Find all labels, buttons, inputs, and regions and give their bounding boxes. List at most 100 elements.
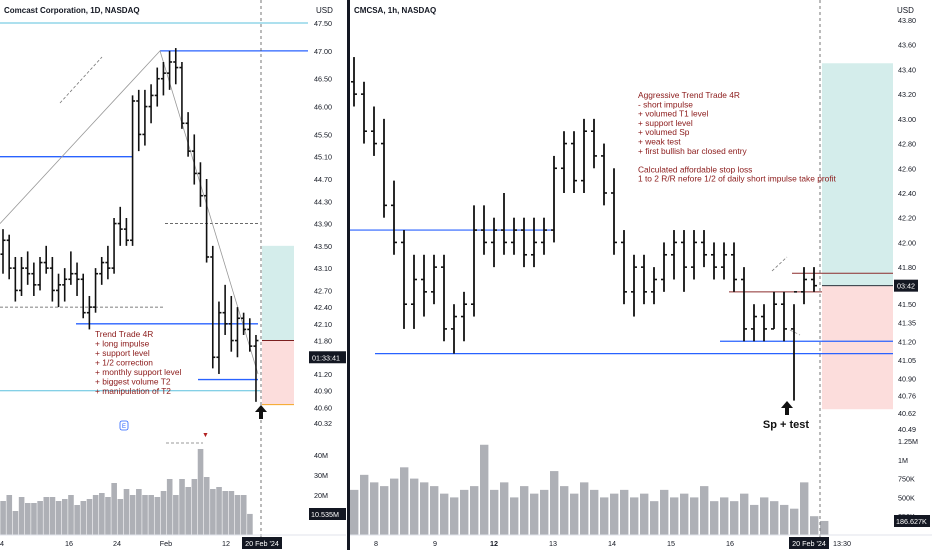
right-volume-bar: [400, 467, 409, 535]
left-ohlc-bar: [197, 162, 203, 207]
left-volume-bar: [49, 497, 56, 535]
right-volume-bar: [820, 520, 829, 535]
right-chart-title: CMCSA, 1h, NASDAQ: [354, 6, 436, 15]
right-volume-bar: [650, 501, 659, 535]
left-volume-bar: [203, 477, 210, 535]
left-date-tick: Feb: [160, 539, 172, 548]
left-volume-bar: [18, 497, 25, 535]
left-volume-bar: [6, 495, 13, 535]
right-price-tick: 41.35: [898, 319, 916, 328]
left-price-axis[interactable]: 47.50 47.00 46.50 46.00 45.50 45.10 44.70 44.30…: [309, 19, 346, 428]
left-date-badge-bg: [242, 537, 282, 549]
right-annotation-line: + weak test: [638, 137, 681, 147]
right-volume-bar: [490, 489, 499, 535]
left-date-tick: 4: [0, 539, 4, 548]
right-date-badge: 20 Feb '24: [792, 539, 826, 548]
left-ohlc-bar: [253, 334, 259, 402]
left-ohlc-bar: [185, 112, 191, 157]
left-annotation: Trend Trade 4R+ long impulse+ support le…: [95, 329, 181, 396]
right-date-tick: 13: [549, 539, 557, 548]
right-volume-bar: [370, 482, 379, 535]
left-volume-bar: [222, 491, 229, 535]
right-annotation: Aggressive Trend Trade 4R- short impulse…: [638, 90, 837, 184]
left-price-tick: 43.50: [314, 242, 332, 251]
right-price-tick: 41.80: [898, 263, 916, 272]
left-price-tick: 44.30: [314, 197, 332, 206]
left-annotation-line: + monthly support level: [95, 367, 181, 377]
right-ohlc-bar: [401, 230, 407, 329]
right-date-tick: 9: [433, 539, 437, 548]
right-volume-bar: [790, 508, 799, 535]
right-test-note-2: [789, 329, 801, 336]
left-date-badge: 20 Feb '24: [245, 539, 279, 548]
right-annotation-line: 1 to 2 R/R nefore 1/2 of daily short imp…: [638, 174, 837, 184]
left-annotation-line: + manipulation of T2: [95, 386, 171, 396]
right-price-tick: 43.20: [898, 90, 916, 99]
right-ohlc-bar: [631, 254, 637, 317]
left-annotation-line: + long impulse: [95, 339, 150, 349]
right-ohlc-bar: [461, 291, 467, 342]
right-volume-bar: [720, 497, 729, 535]
left-date-tick: 24: [113, 539, 121, 548]
right-price-tick: 40.76: [898, 392, 916, 401]
left-entry-arrow: [255, 405, 267, 419]
left-chart-title: Comcast Corporation, 1D, NASDAQ: [4, 6, 140, 15]
left-chart-panel[interactable]: Comcast Corporation, 1D, NASDAQ USD ▼ 47…: [0, 0, 346, 549]
left-ohlc-bar: [49, 256, 55, 302]
right-ohlc-bar: [371, 106, 377, 156]
right-ohlc-bar: [421, 254, 427, 317]
right-ohlc-bar: [351, 57, 357, 107]
left-ohlc-bar: [160, 61, 166, 96]
right-volume-bar: [700, 486, 709, 535]
left-date-tick: 12: [222, 539, 230, 548]
right-ohlc-bar: [431, 254, 437, 305]
left-volume-bar: [129, 495, 136, 535]
right-ohlc-bar: [411, 254, 417, 329]
right-volume-bar: [530, 493, 539, 535]
right-price-tick: 42.60: [898, 164, 916, 173]
left-price-tick: 44.70: [314, 175, 332, 184]
left-annotation-line: + 1/2 correction: [95, 358, 153, 368]
left-date-axis[interactable]: 4 16 24 Feb 12 20 Feb '24 E: [0, 420, 346, 549]
right-date-axis[interactable]: 8 9 12 13 14 15 16 20 Feb '24 13:30: [350, 534, 932, 549]
left-volume-bar: [43, 497, 50, 535]
left-volume-bar: [210, 489, 216, 535]
left-annotation-line: + biggest volume T2: [95, 377, 171, 387]
right-volume-bar: [670, 497, 679, 535]
right-volume-bar: [620, 489, 629, 535]
right-ohlc-bar: [791, 291, 797, 401]
left-volume-bar: [74, 505, 80, 535]
right-date-tick: 14: [608, 539, 616, 548]
left-ohlc-bar: [148, 84, 154, 124]
right-price-badge-bg: [894, 279, 918, 292]
right-ohlc-bar: [761, 304, 767, 342]
right-ohlc-bar: [571, 131, 577, 193]
right-volume-bar: [610, 493, 619, 535]
left-volume-bar: [228, 491, 235, 535]
right-ohlc-bar: [731, 242, 737, 292]
right-annotation-line: + support level: [638, 118, 693, 128]
right-volume-bar: [770, 501, 779, 535]
left-volume-bar: [31, 503, 37, 535]
left-ohlc-bar: [86, 295, 92, 330]
right-price-tick: 43.00: [898, 115, 916, 124]
left-volume-bar: [117, 499, 124, 535]
left-price-tick: 45.10: [314, 153, 332, 162]
left-volume-bar: [148, 495, 154, 535]
left-ohlc-bar: [204, 178, 210, 263]
left-loss-zone: [262, 340, 294, 405]
right-ohlc-bar: [471, 205, 477, 317]
left-volume-bar: [105, 497, 111, 535]
right-chart-panel[interactable]: CMCSA, 1h, NASDAQ USD Sp + test 43.8043.…: [350, 0, 932, 549]
panel-divider[interactable]: [347, 0, 350, 550]
right-volume-badge: 186.627K: [896, 517, 927, 526]
right-loss-zone: [822, 285, 893, 410]
left-volume-axis: 40M 30M 20M 10.535M: [309, 451, 346, 520]
right-ohlc-bar: [721, 242, 727, 280]
left-price-tick: 43.10: [314, 264, 332, 273]
right-price-axis[interactable]: 43.80 43.60 43.40 43.20 43.00 42.80 42.60 42.40…: [894, 16, 918, 434]
right-currency-label: USD: [897, 6, 914, 15]
right-ohlc-bar: [661, 242, 667, 292]
right-price-tick: 40.90: [898, 374, 916, 383]
